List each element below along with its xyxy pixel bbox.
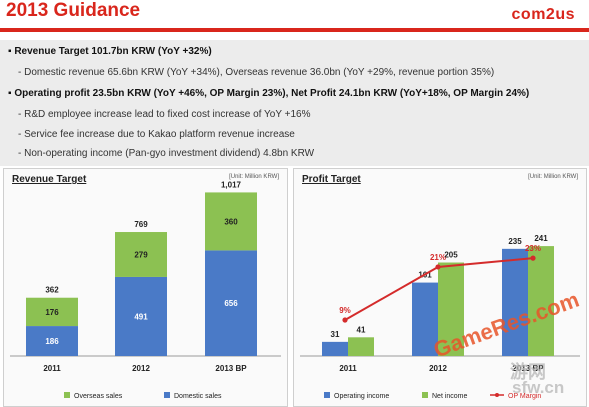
guidance-line: ▪ Operating profit 23.5bn KRW (YoY +46%,…: [8, 88, 530, 99]
watermark-cn: 游网: [510, 362, 546, 382]
label-domestic-sales: 491: [134, 312, 148, 321]
legend-dot-op-margin: [495, 393, 499, 397]
company-logo: com2us: [511, 6, 575, 23]
x-tick-label: 2013 BP: [512, 364, 544, 373]
bar-net-income: [438, 262, 464, 356]
bar-domestic-sales: [115, 276, 167, 356]
op-margin-point: [342, 317, 348, 323]
legend-label-operating-income: Operating income: [334, 393, 389, 400]
guidance-line: - Service fee increase due to Kakao plat…: [18, 129, 295, 140]
legend-label-op-margin: OP Margin: [508, 393, 541, 400]
label-overseas-sales: 176: [45, 308, 59, 317]
label-overseas-sales: 360: [224, 217, 238, 226]
bar-overseas-sales: [26, 297, 78, 327]
op-margin-point: [435, 264, 441, 270]
label-total: 1,017: [221, 180, 242, 189]
label-total: 362: [45, 286, 59, 295]
label-operating-income: 31: [331, 330, 340, 339]
x-tick-label: 2011: [339, 364, 357, 373]
label-domestic-sales: 186: [45, 337, 59, 346]
label-total: 769: [134, 220, 148, 229]
revenue-chart-unit: [Unit: Million KRW]: [229, 174, 279, 180]
op-margin-label: 23%: [525, 244, 541, 253]
bar-overseas-sales: [115, 232, 167, 277]
revenue-chart: 186 176 362 2011 491 279 769 2012 656 360 1,017 201…: [10, 180, 281, 400]
profit-chart-unit: [Unit: Million KRW]: [528, 174, 578, 180]
op-margin-point: [530, 255, 536, 261]
revenue-chart-title: Revenue Target: [12, 174, 87, 185]
op-margin-label: 21%: [430, 253, 446, 262]
profit-chart-panel: Profit Target [Unit: Million KRW] 31 41 20…: [293, 168, 587, 407]
x-tick-label: 2013 BP: [215, 364, 247, 373]
legend-label-net-income: Net income: [432, 393, 468, 400]
bar-operating-income: [412, 282, 438, 356]
x-tick-label: 2012: [132, 364, 150, 373]
guidance-box: ▪ Revenue Target 101.7bn KRW (YoY +32%) …: [0, 40, 589, 166]
guidance-line: - Domestic revenue 65.6bn KRW (YoY +34%)…: [18, 67, 495, 78]
op-margin-label: 9%: [339, 306, 351, 315]
legend-swatch-overseas: [64, 392, 70, 398]
guidance-line: ▪ Revenue Target 101.7bn KRW (YoY +32%): [8, 46, 212, 57]
label-net-income: 41: [357, 325, 366, 334]
page-title: 2013 Guidance: [6, 0, 141, 21]
legend-swatch-operating-income: [324, 392, 330, 398]
bar-operating-income: [502, 248, 528, 356]
legend-swatch-net-income: [422, 392, 428, 398]
bar-domestic-sales: [205, 250, 257, 356]
x-tick-label: 2012: [429, 364, 447, 373]
legend-label-overseas: Overseas sales: [74, 393, 123, 400]
label-net-income: 241: [534, 234, 548, 243]
bar-net-income: [528, 246, 554, 356]
profit-chart-title: Profit Target: [302, 174, 361, 185]
bar-net-income: [348, 337, 374, 356]
legend-swatch-domestic: [164, 392, 170, 398]
label-operating-income: 235: [508, 237, 522, 246]
bar-overseas-sales: [205, 192, 257, 251]
watermark-site: sfw.cn: [512, 378, 565, 397]
guidance-line: - Non-operating income (Pan-gyo investme…: [18, 148, 315, 159]
legend-label-domestic: Domestic sales: [174, 393, 222, 400]
revenue-chart-panel: Revenue Target [Unit: Million KRW] 186 17…: [3, 168, 288, 407]
bar-operating-income: [322, 341, 348, 356]
label-domestic-sales: 656: [224, 299, 238, 308]
guidance-line: - R&D employee increase lead to fixed co…: [18, 109, 311, 120]
bar-domestic-sales: [26, 326, 78, 356]
title-divider: [0, 28, 589, 32]
label-net-income: 205: [444, 251, 458, 260]
label-overseas-sales: 279: [134, 250, 148, 259]
x-tick-label: 2011: [43, 364, 61, 373]
